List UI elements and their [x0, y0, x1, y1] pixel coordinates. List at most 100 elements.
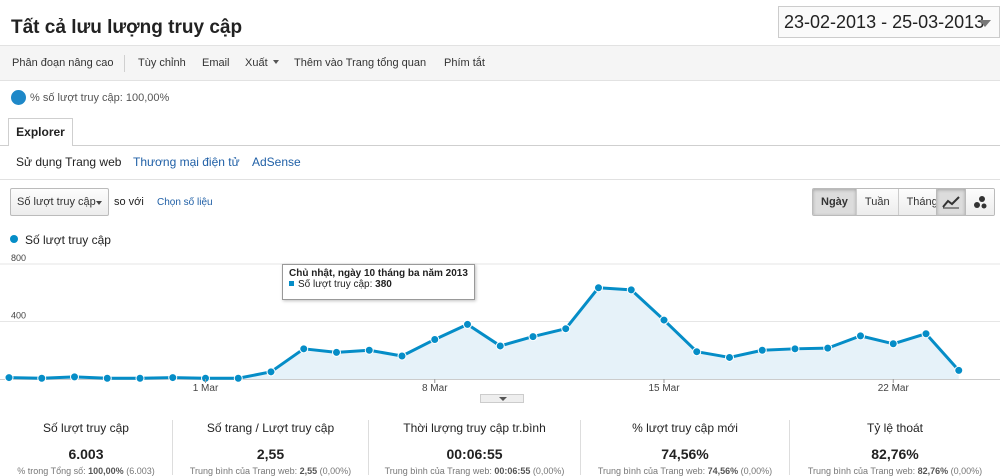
data-point	[725, 352, 734, 362]
data-point	[692, 347, 702, 357]
date-range-picker[interactable]: 23-02-2013 - 25-03-2013	[778, 6, 1000, 38]
subnav-adsense[interactable]: AdSense	[252, 155, 301, 169]
motion-chart-button[interactable]	[966, 189, 994, 215]
metric-label: Số lượt truy cập	[43, 421, 129, 435]
data-point	[364, 345, 374, 355]
dropdown-caret-icon	[272, 60, 279, 64]
metric-sub: Trung bình của Trang web: 2,55 (0,00%)	[189, 466, 352, 476]
metric-select[interactable]: Số lượt truy cập	[10, 188, 109, 216]
choose-metric-link[interactable]: Chọn số liệu	[157, 197, 213, 208]
data-point	[4, 373, 14, 383]
visits-chart[interactable]: 800 400 1 Mar 8 Mar 15 Mar 22 Mar	[0, 250, 1000, 395]
line-chart-icon	[942, 196, 960, 209]
tooltip-value: 380	[375, 279, 392, 290]
segment-indicator[interactable]: % số lượt truy cập: 100,00%	[11, 90, 169, 105]
page-title: Tất cả lưu lượng truy cập	[11, 17, 243, 38]
divider	[172, 420, 173, 475]
data-point	[135, 373, 145, 383]
metric-avg-duration: Thời lượng truy cập tr.bình 00:06:55 Tru…	[369, 408, 580, 476]
line-chart-button[interactable]	[937, 189, 966, 215]
metrics-summary: Số lượt truy cập 6.003 % trong Tổng số: …	[0, 408, 1000, 476]
legend-dot	[10, 235, 18, 243]
metric-label: Thời lượng truy cập tr.bình	[403, 421, 546, 435]
data-point	[299, 344, 309, 354]
tooltip-label: Số lượt truy cập:	[298, 279, 373, 290]
x-tick-label: 8 Mar	[422, 383, 448, 394]
report-toolbar: Phân đoạn nâng cao Tùy chỉnh Email Xuất …	[0, 45, 1000, 81]
chart-tooltip: Chủ nhật, ngày 10 tháng ba năm 2013 Số l…	[282, 264, 475, 300]
y-tick-label: 400	[11, 311, 26, 321]
data-point	[528, 332, 538, 342]
data-point	[266, 367, 276, 377]
subnav-site-usage[interactable]: Sử dụng Trang web	[16, 155, 122, 169]
data-point	[233, 373, 243, 383]
x-tick-label: 1 Mar	[193, 383, 219, 394]
export-button[interactable]: Xuất	[245, 57, 279, 69]
granularity-week-button[interactable]: Tuần	[855, 189, 898, 215]
divider	[368, 420, 369, 475]
advanced-segments-button[interactable]: Phân đoạn nâng cao	[12, 57, 114, 69]
metric-pages-per-visit: Số trang / Lượt truy cập 2,55 Trung bình…	[173, 408, 368, 476]
data-point	[37, 373, 47, 383]
customize-button[interactable]: Tùy chỉnh	[138, 57, 186, 69]
series-area	[9, 287, 959, 379]
series-swatch	[289, 281, 294, 286]
email-button[interactable]: Email	[202, 57, 230, 69]
metric-new-visits: % lượt truy cập mới 74,56% Trung bình củ…	[581, 408, 789, 476]
metric-sub: Trung bình của Trang web: 74,56% (0,00%)	[597, 466, 773, 476]
date-range-text: 23-02-2013 - 25-03-2013	[784, 12, 985, 32]
metric-label: Số trang / Lượt truy cập	[206, 421, 335, 435]
data-point	[626, 285, 636, 295]
metric-value: 6.003	[68, 446, 104, 462]
collapse-chart-button[interactable]	[480, 394, 524, 403]
chevron-down-icon	[96, 201, 102, 205]
tooltip-row: Số lượt truy cập: 380	[289, 279, 468, 290]
legend-label: Số lượt truy cập	[25, 233, 111, 247]
data-point	[102, 373, 112, 383]
chart-type-toggle	[936, 188, 995, 216]
pie-chart-icon	[11, 90, 26, 105]
x-tick-label: 22 Mar	[878, 383, 910, 394]
data-point	[332, 347, 341, 357]
tab-explorer[interactable]: Explorer	[8, 118, 73, 146]
metric-label: % lượt truy cập mới	[632, 421, 738, 435]
tab-bar-line	[0, 145, 1000, 146]
metric-sub: % trong Tổng số: 100,00% (6.003)	[17, 466, 155, 476]
collapse-caret-icon	[499, 397, 507, 401]
metric-value: 2,55	[256, 446, 285, 462]
metric-sub: Trung bình của Trang web: 82,76% (0,00%)	[807, 466, 983, 476]
metric-label: Tỷ lệ thoát	[866, 421, 924, 435]
motion-chart-icon	[974, 196, 987, 209]
metric-select-value: Số lượt truy cập	[17, 196, 96, 208]
segment-label: % số lượt truy cập: 100,00%	[30, 92, 170, 104]
data-point	[397, 351, 407, 361]
data-point	[790, 344, 800, 354]
data-point	[561, 324, 571, 334]
data-point	[888, 339, 898, 349]
data-point	[463, 319, 472, 329]
granularity-toggle: Ngày Tuần Tháng	[812, 188, 947, 216]
data-point	[168, 373, 178, 383]
metric-value: 00:06:55	[446, 446, 503, 462]
data-point	[921, 329, 931, 339]
tooltip-date: Chủ nhật, ngày 10 tháng ba năm 2013	[289, 268, 468, 279]
data-point	[430, 334, 440, 344]
data-point	[594, 283, 603, 293]
subnav-ecommerce[interactable]: Thương mại điện tử	[133, 155, 240, 169]
y-tick-label: 800	[11, 253, 26, 263]
data-point	[856, 331, 865, 341]
metric-visits: Số lượt truy cập 6.003 % trong Tổng số: …	[0, 408, 172, 476]
metric-sub: Trung bình của Trang web: 00:06:55 (0,00…	[384, 466, 565, 476]
divider	[580, 420, 581, 475]
granularity-day-button[interactable]: Ngày	[813, 189, 856, 215]
divider	[0, 179, 1000, 180]
add-to-dashboard-button[interactable]: Thêm vào Trang tổng quan	[294, 57, 427, 69]
data-point	[954, 365, 964, 375]
shortcut-button[interactable]: Phím tắt	[444, 57, 485, 69]
chart-legend: Số lượt truy cập	[10, 233, 111, 247]
data-point	[659, 315, 669, 325]
metric-value: 82,76%	[871, 446, 919, 462]
data-point	[70, 372, 79, 382]
compare-text: so với	[114, 196, 144, 208]
metric-bounce-rate: Tỷ lệ thoát 82,76% Trung bình của Trang …	[790, 408, 1000, 476]
